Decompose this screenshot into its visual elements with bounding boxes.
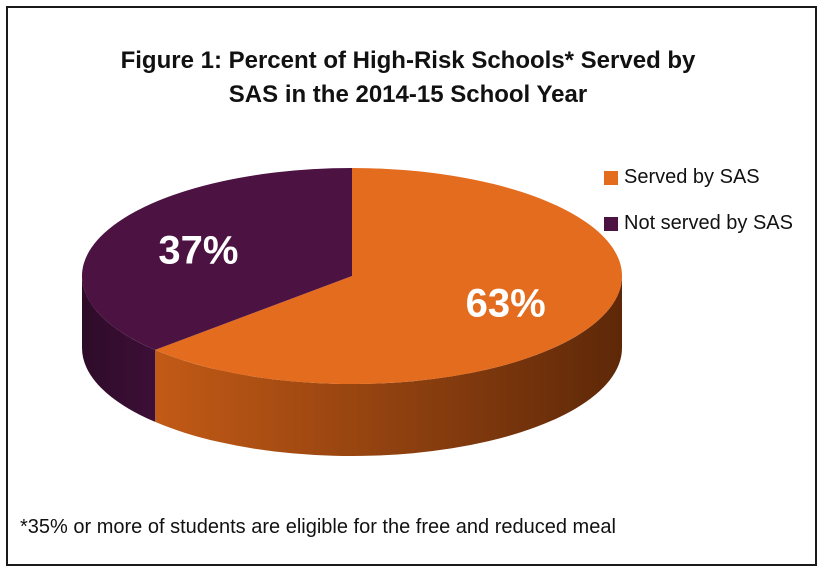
chart-title-line-2: SAS in the 2014-15 School Year <box>228 81 588 108</box>
chart-title-line-1: Figure 1: Percent of High-Risk Schools* … <box>120 47 696 74</box>
chart-frame: Figure 1: Percent of High-Risk Schools* … <box>6 6 817 566</box>
legend-item-served: Served by SAS <box>604 166 760 189</box>
pie-data-label-1: 37% <box>158 228 238 272</box>
legend-item-not-served: Not served by SAS <box>604 212 793 235</box>
legend-label-served: Served by SAS <box>624 166 760 188</box>
pie-slice-0 <box>155 168 622 384</box>
pie-side-0 <box>155 276 622 456</box>
pie-slice-1 <box>81 168 352 350</box>
chart-title: Figure 1: Percent of High-Risk Schools* … <box>98 44 718 112</box>
footnote: *35% or more of students are eligible fo… <box>20 516 616 538</box>
pie-chart: 63% 37% <box>81 168 622 456</box>
legend-swatch-not-served <box>604 216 618 231</box>
pie-data-label-0: 63% <box>466 282 546 326</box>
legend-swatch-served <box>604 170 618 185</box>
pie-side-1 <box>82 276 156 422</box>
legend-label-not-served: Not served by SAS <box>624 212 793 234</box>
